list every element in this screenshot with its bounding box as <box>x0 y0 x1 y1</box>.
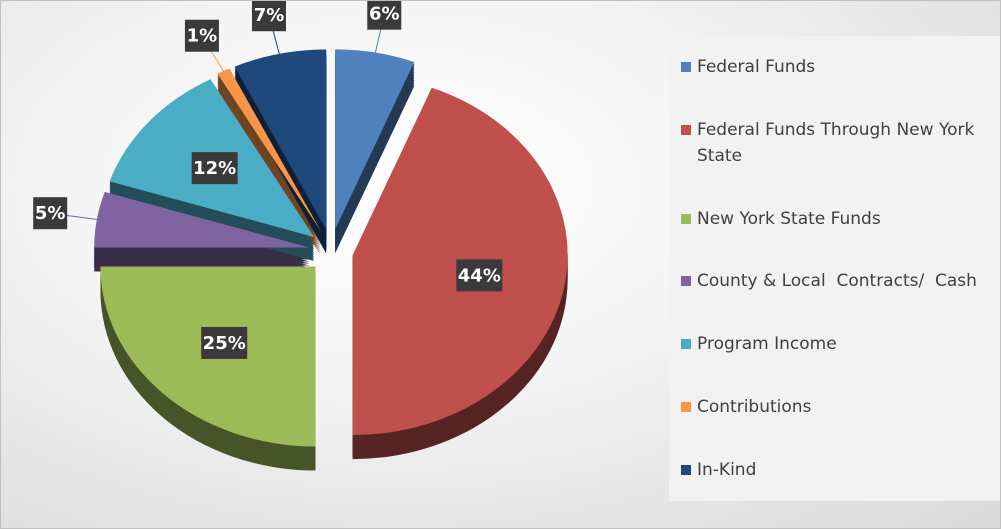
legend-item: In-Kind <box>681 457 1000 483</box>
label-box <box>191 152 238 185</box>
data-label: 1% <box>187 26 218 47</box>
legend-label: In-Kind <box>697 459 757 480</box>
legend-label: Program Income <box>697 334 837 355</box>
legend-label: County & Local Contracts/ Cash <box>697 271 977 292</box>
data-label: 5% <box>35 203 66 224</box>
legend-swatch <box>681 339 691 350</box>
slice <box>94 191 310 248</box>
data-label: 7% <box>254 5 285 26</box>
legend-item: County & Local Contracts/ Cash <box>681 268 1000 294</box>
legend-label: Federal Funds Through New York State <box>697 120 980 167</box>
data-label: 25% <box>203 333 246 354</box>
slice <box>234 49 327 230</box>
legend-swatch <box>681 276 691 287</box>
legend-label: New York State Funds <box>697 208 881 229</box>
label-box <box>33 197 68 230</box>
label-box <box>251 1 286 32</box>
legend-item: Program Income <box>681 331 1000 357</box>
legend-item: New York State Funds <box>681 206 1000 232</box>
label-box <box>201 326 248 359</box>
legend-swatch <box>681 62 691 73</box>
label-box <box>367 1 402 30</box>
legend-item: Federal Funds <box>681 54 1000 80</box>
legend-item: Federal Funds Through New York State <box>681 117 1000 169</box>
data-label: 12% <box>193 158 236 179</box>
legend-label: Contributions <box>697 396 812 417</box>
label-box <box>456 259 503 292</box>
data-label: 44% <box>458 265 501 286</box>
legend-item: Contributions <box>681 394 1000 420</box>
slice <box>217 68 322 232</box>
legend-swatch <box>681 464 691 475</box>
label-box <box>184 19 219 52</box>
legend-label: Federal Funds <box>697 57 816 78</box>
legend: Federal Funds Federal Funds Through New Y… <box>669 36 1000 501</box>
legend-swatch <box>681 125 691 136</box>
legend-swatch <box>681 213 691 224</box>
legend-swatch <box>681 401 691 412</box>
data-label: 6% <box>369 4 400 25</box>
slice <box>335 49 415 230</box>
